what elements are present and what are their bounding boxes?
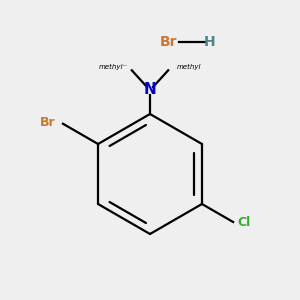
Text: methyl: methyl bbox=[177, 64, 202, 70]
Text: Cl: Cl bbox=[238, 215, 251, 229]
Text: methyl: methyl bbox=[98, 64, 123, 70]
Text: H: H bbox=[204, 35, 216, 49]
Text: methyl: methyl bbox=[123, 64, 128, 66]
Text: Br: Br bbox=[40, 116, 56, 129]
Text: N: N bbox=[144, 82, 156, 98]
Text: Br: Br bbox=[159, 35, 177, 49]
